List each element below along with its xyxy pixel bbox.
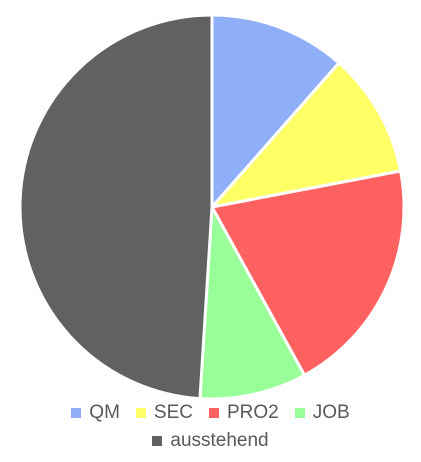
legend-item-ausstehend: ausstehend (152, 430, 269, 452)
legend-label-qm: QM (89, 402, 120, 423)
legend-swatch-ausstehend (152, 436, 163, 446)
legend-swatch-sec (135, 408, 146, 418)
legend-item-qm: QM (71, 402, 120, 424)
legend-label-pro2: PRO2 (226, 402, 279, 423)
legend-item-job: JOB (294, 402, 350, 424)
pie-slice-pro2 (210, 169, 406, 377)
legend-label-job: JOB (312, 402, 350, 423)
legend-item-sec: SEC (135, 402, 193, 424)
pie-slice-sec (210, 61, 403, 209)
legend-label-ausstehend: ausstehend (170, 430, 269, 451)
pie-chart (18, 13, 406, 400)
legend-item-pro2: PRO2 (208, 402, 279, 424)
legend-swatch-qm (71, 408, 82, 418)
legend-label-sec: SEC (153, 402, 193, 423)
pie-slice-qm (210, 13, 341, 209)
legend: QM SEC PRO2 JOB (0, 402, 421, 424)
legend-swatch-job (294, 408, 305, 418)
legend-swatch-pro2 (208, 408, 219, 418)
pie-slice-ausstehend (18, 13, 214, 400)
legend-row-2: ausstehend (0, 430, 421, 452)
pie-slice-job (198, 205, 306, 400)
